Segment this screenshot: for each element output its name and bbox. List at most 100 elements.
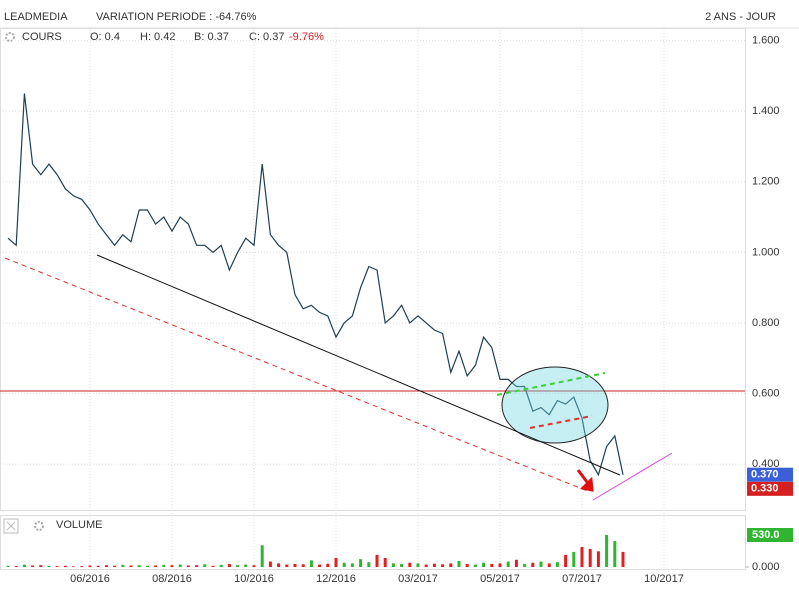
volume-bar [63, 565, 67, 567]
volume-bar [482, 562, 486, 567]
y-tick-label: 1.600 [752, 34, 780, 46]
volume-bar [137, 565, 141, 567]
volume-bar [47, 565, 51, 567]
volume-panel [0, 515, 746, 570]
volume-bar [531, 562, 535, 567]
price-tag-label: 0.330 [751, 483, 779, 495]
volume-bar [596, 551, 600, 567]
x-tick-label: 10/2016 [234, 573, 274, 585]
volume-bar [162, 564, 166, 567]
volume-bar [96, 565, 100, 567]
x-tick-label: 03/2017 [398, 573, 438, 585]
volume-bar [416, 563, 420, 567]
volume-bar [39, 565, 43, 567]
price-tag [747, 467, 793, 482]
arrow [576, 469, 594, 492]
volume-bar [121, 564, 125, 567]
volume-bar [342, 562, 346, 567]
subtitle: VARIATION PERIODE : -64.76% [96, 11, 257, 23]
volume-bar [490, 563, 494, 567]
volume-bar [375, 554, 379, 567]
close-cross [6, 521, 16, 531]
price-panel [0, 28, 746, 511]
volume-bar [268, 561, 272, 567]
volume-bar [285, 564, 289, 567]
volume-bar [252, 565, 256, 567]
volume-bar [359, 559, 363, 567]
volume-bar [514, 559, 518, 567]
volume-bar [523, 563, 527, 567]
volume-bar [301, 564, 305, 567]
volume-bar [498, 563, 502, 567]
volume-bar [104, 565, 108, 567]
y-tick-label: 530.0 [752, 529, 780, 541]
volume-bar [236, 565, 240, 567]
y-tick-label: 1.200 [752, 176, 780, 188]
settings-icon[interactable] [34, 521, 44, 531]
volume-bar [244, 564, 248, 567]
annotations [0, 254, 745, 501]
volume-bar [309, 560, 313, 567]
volume-bar [195, 565, 199, 567]
volume-bar [260, 545, 264, 567]
volume-bar [145, 565, 149, 567]
volume-bar [350, 563, 354, 567]
close-icon[interactable] [3, 518, 19, 534]
x-tick-label: 06/2016 [70, 573, 110, 585]
volume-bar [80, 566, 84, 567]
volume-bar [203, 564, 207, 567]
trend-line-dashed [4, 257, 591, 493]
trend-line [96, 254, 621, 476]
x-tick-label: 05/2017 [480, 573, 520, 585]
volume-title: VOLUME [56, 519, 102, 531]
volume-bar [55, 566, 59, 567]
volume-bar [318, 564, 322, 567]
low: B: 0.37 [194, 31, 229, 43]
volume-bar [186, 565, 190, 567]
volume-bar [613, 541, 617, 567]
x-tick-label: 08/2016 [152, 573, 192, 585]
channel-bottom [529, 415, 593, 429]
volume-bar [14, 566, 18, 567]
volume-bar [473, 564, 477, 567]
volume-bar [154, 565, 158, 567]
volume-bar [465, 563, 469, 567]
volume-bar [449, 563, 453, 567]
volume-bar [129, 565, 133, 567]
period: 2 ANS - JOUR [705, 11, 776, 23]
volume-bar [555, 562, 559, 567]
volume-max-tag [747, 528, 793, 542]
volume-bar [293, 563, 297, 567]
y-tick-label: 0.600 [752, 387, 780, 399]
volume-bar [326, 563, 330, 567]
volume-bar [211, 565, 215, 567]
volume-bar [506, 561, 510, 567]
volume-bar [572, 551, 576, 567]
volume-bar [72, 566, 76, 567]
volume-bar [441, 564, 445, 567]
volume-bar [227, 563, 231, 567]
volume-bar [391, 563, 395, 567]
change: -9.76% [289, 31, 324, 43]
volume-bar [88, 565, 92, 567]
volume-bar [219, 564, 223, 567]
y-tick-label: 0.400 [752, 458, 780, 470]
volume-bar [400, 563, 404, 567]
volume-bar [31, 565, 35, 567]
volume-bar [432, 563, 436, 567]
price-line [7, 93, 624, 477]
volume-bar [334, 557, 338, 567]
volume-bar [588, 548, 592, 567]
volume-bar [277, 563, 281, 567]
price-tag [747, 481, 793, 496]
volume-bar [621, 551, 625, 567]
high: H: 0.42 [140, 31, 175, 43]
settings-icon[interactable] [5, 32, 15, 42]
y-tick-label: 0.800 [752, 317, 780, 329]
close: C: 0.37 [249, 31, 284, 43]
series-name: COURS [22, 31, 62, 43]
y-tick-label: 1.000 [752, 246, 780, 258]
volume-bar [424, 564, 428, 567]
